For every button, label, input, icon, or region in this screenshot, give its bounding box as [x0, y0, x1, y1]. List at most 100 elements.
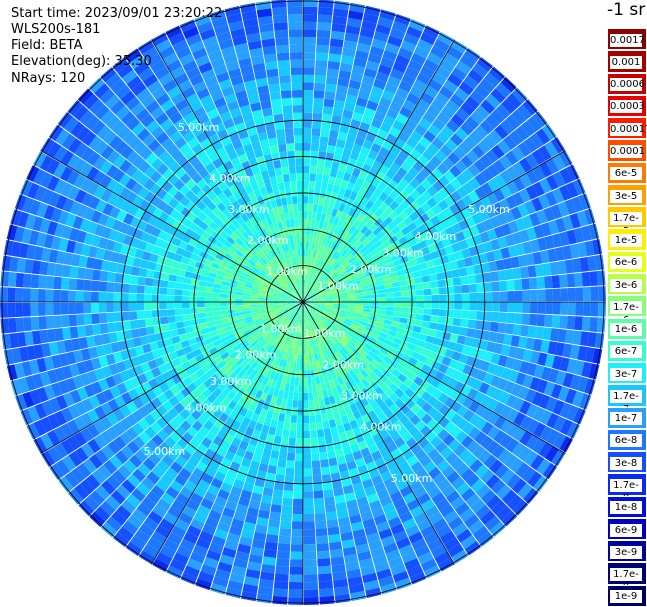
ray-gate [156, 92, 171, 106]
ray-gate [230, 256, 240, 265]
ray-gate [202, 35, 218, 48]
ray-gate [559, 436, 573, 453]
ray-gate [284, 212, 290, 221]
ray-gate [300, 302, 303, 310]
ray-gate [309, 281, 315, 289]
ray-gate [476, 292, 485, 302]
ray-gate [262, 255, 270, 263]
ray-gate [170, 92, 185, 106]
ray-gate [235, 122, 247, 133]
ray-gate [314, 287, 322, 294]
ray-gate [312, 234, 317, 243]
ray-gate [341, 398, 350, 408]
ray-gate [258, 463, 269, 473]
ray-gate [243, 289, 252, 294]
ray-gate [370, 309, 379, 314]
ray-gate [263, 177, 272, 187]
ray-gate [426, 185, 439, 197]
ray-gate [144, 370, 155, 382]
ray-gate [294, 135, 303, 144]
ray-gate [427, 367, 438, 378]
ray-gate [383, 407, 394, 419]
ray-gate [314, 258, 320, 267]
ray-gate [233, 267, 243, 275]
ray-gate [287, 391, 294, 400]
ray-gate [574, 316, 583, 331]
ray-gate [389, 68, 404, 81]
ray-gate [161, 222, 172, 234]
ray-gate [240, 381, 250, 391]
ray-gate [217, 235, 227, 245]
ray-gate [43, 205, 56, 221]
ray-gate [579, 256, 590, 272]
ray-gate [305, 354, 310, 363]
ray-gate [196, 414, 208, 426]
ray-gate [179, 449, 192, 462]
ray-gate [305, 309, 309, 317]
ray-gate [462, 181, 475, 195]
ray-gate [306, 272, 310, 280]
ray-gate [303, 468, 313, 477]
ray-gate [179, 19, 197, 33]
ray-gate [212, 157, 224, 169]
ray-gate [256, 196, 265, 206]
ray-gate [148, 452, 162, 466]
ray-gate [244, 119, 256, 130]
ray-gate [232, 114, 244, 126]
ray-gate [313, 227, 319, 236]
ray-gate [391, 281, 401, 288]
ray-gate [106, 302, 114, 313]
ray-gate [220, 171, 231, 182]
ray-gate [235, 503, 249, 515]
ray-gate [339, 212, 348, 221]
ray-gate [401, 368, 411, 378]
ray-gate [492, 302, 500, 312]
ray-gate [276, 558, 290, 567]
ray-gate [261, 281, 270, 287]
ray-gate [533, 422, 546, 438]
ray-gate [192, 467, 205, 480]
ray-gate [207, 83, 221, 95]
ray-gate [519, 229, 530, 243]
ray-gate [451, 476, 466, 490]
ray-gate [231, 565, 247, 577]
ray-gate [431, 308, 440, 316]
ray-gate [404, 348, 414, 357]
ray-gate [353, 344, 362, 353]
ray-gate [483, 241, 494, 253]
ray-gate [222, 377, 233, 387]
ray-gate [284, 344, 289, 353]
ray-gate [550, 328, 560, 342]
ray-gate [116, 382, 128, 395]
ray-gate [301, 271, 303, 280]
ray-gate [136, 310, 145, 320]
ray-gate [340, 531, 354, 542]
ray-gate [414, 172, 426, 184]
ray-gate [344, 232, 352, 241]
ray-gate [426, 105, 441, 118]
ray-gate [341, 477, 353, 488]
ray-gate [259, 502, 272, 512]
ray-gate [316, 308, 324, 314]
ray-gate [382, 140, 394, 151]
ray-gate [7, 287, 16, 302]
ray-gate [399, 200, 410, 211]
ray-gate [138, 405, 150, 418]
ray-gate [458, 239, 469, 251]
ray-gate [303, 317, 306, 325]
ray-gate [41, 247, 51, 262]
ray-gate [330, 472, 341, 482]
ray-gate [144, 165, 157, 179]
ray-gate [373, 78, 387, 90]
ray-gate [322, 420, 330, 430]
ray-gate [285, 467, 295, 476]
ray-gate [455, 462, 470, 477]
ray-gate [344, 280, 353, 286]
ray-gate [316, 308, 324, 313]
ray-gate [549, 261, 560, 276]
ray-gate [330, 354, 338, 363]
ray-gate [311, 211, 317, 220]
ray-gate [370, 236, 380, 245]
ray-gate [491, 311, 500, 322]
ray-gate [65, 239, 76, 254]
